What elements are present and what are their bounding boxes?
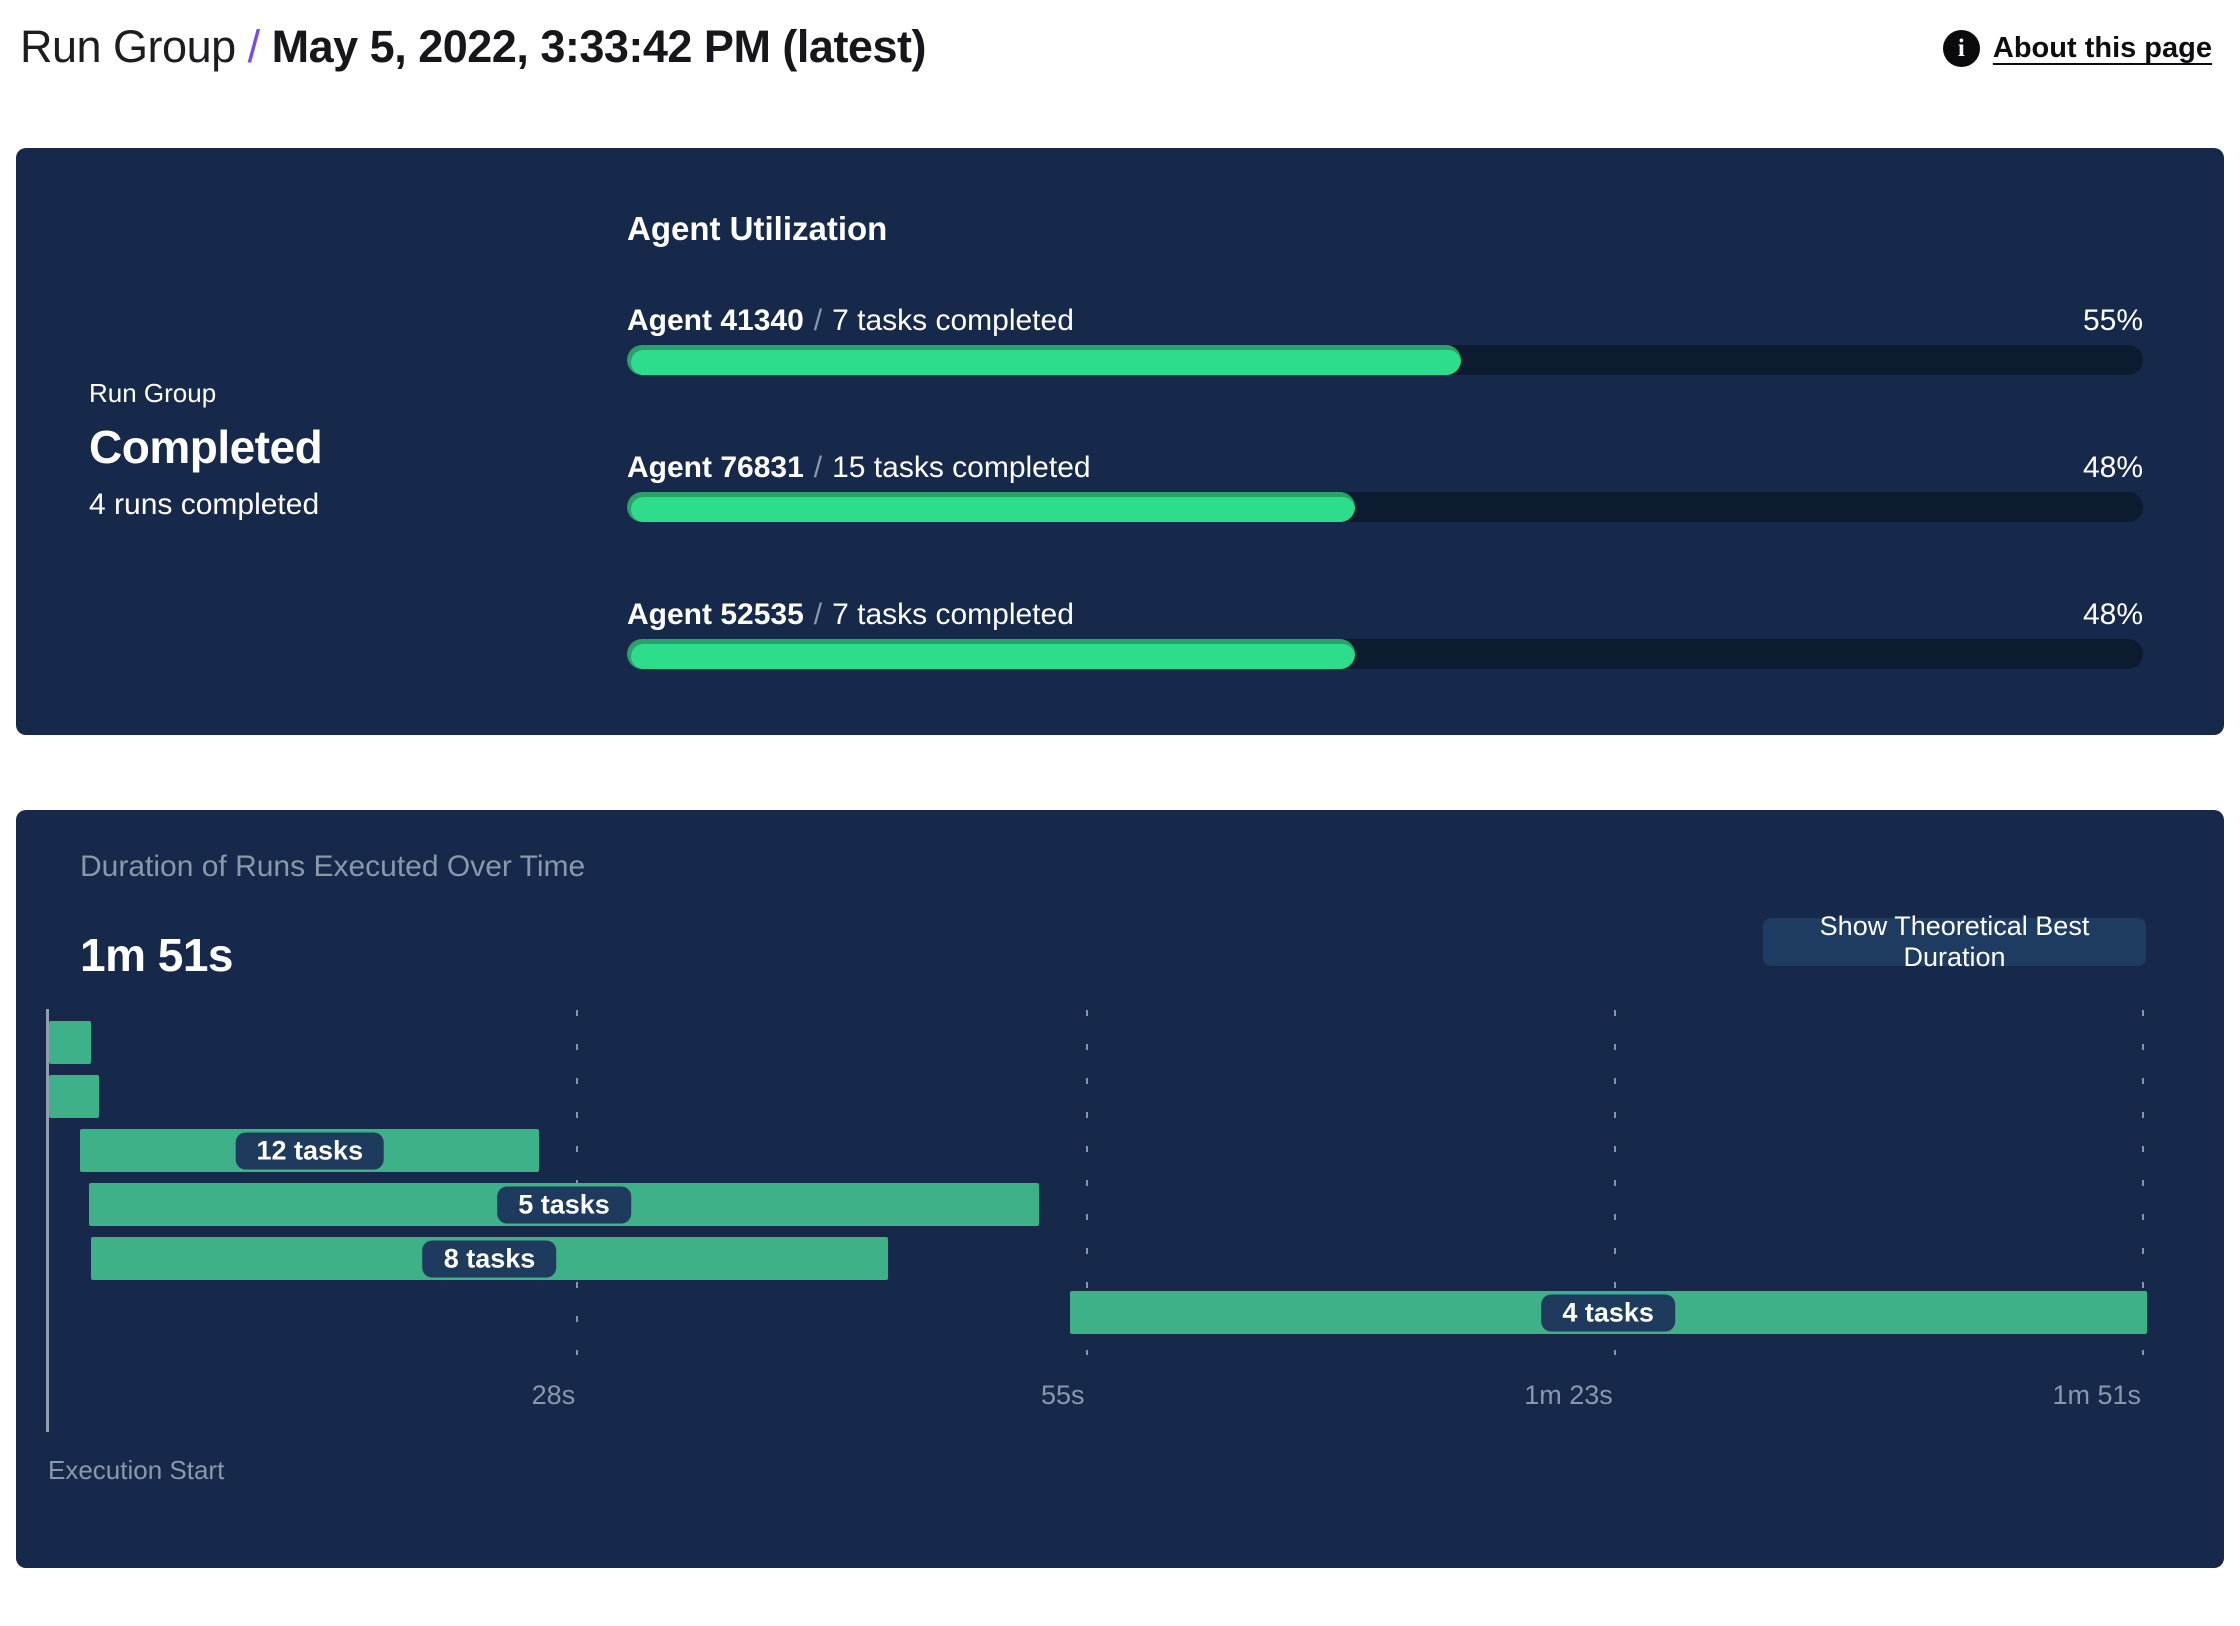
agent-progress-track [627, 345, 2143, 375]
run-timestamp-title: May 5, 2022, 3:33:42 PM (latest) [271, 21, 927, 72]
about-this-page-label: About this page [1992, 32, 2212, 64]
task-count-pill: 12 tasks [235, 1132, 385, 1169]
x-tick-label: 55s [1041, 1380, 1085, 1410]
run-group-status: Completed [89, 421, 323, 473]
x-gridline [1613, 1010, 1616, 1355]
gantt-run-bar[interactable]: 8 tasks [90, 1237, 889, 1280]
gantt-run-bar[interactable]: 5 tasks [88, 1183, 1040, 1226]
run-group-summary-panel: Run Group Completed 4 runs completed Age… [16, 148, 2224, 735]
x-gridline [1085, 1010, 1088, 1355]
duration-panel: Duration of Runs Executed Over Time 1m 5… [16, 810, 2224, 1568]
gantt-run-bar[interactable]: 4 tasks [1069, 1291, 2147, 1334]
gantt-run-bar[interactable] [49, 1021, 91, 1064]
agent-utilization-row: Agent 76831/15 tasks completed 48% [627, 450, 2143, 560]
agent-percent: 48% [2082, 598, 2143, 631]
x-gridline [576, 1010, 579, 1355]
duration-panel-title: Duration of Runs Executed Over Time [80, 850, 586, 883]
task-count-pill: 4 tasks [1541, 1294, 1675, 1331]
run-group-label: Run Group [89, 378, 217, 408]
agent-label: Agent 52535/7 tasks completed [627, 598, 1074, 631]
page-title: Run Group / May 5, 2022, 3:33:42 PM (lates… [20, 16, 926, 78]
agent-label: Agent 41340/7 tasks completed [627, 304, 1074, 337]
info-icon: i [1942, 30, 1980, 67]
agent-utilization-section: Agent Utilization Agent 41340/7 tasks co… [627, 148, 2143, 735]
agent-progress-track [627, 639, 2143, 669]
gantt-run-bar[interactable] [49, 1075, 99, 1118]
x-gridline [2142, 1010, 2144, 1355]
agent-percent: 48% [2082, 451, 2143, 484]
breadcrumb-run-group[interactable]: Run Group [20, 21, 236, 72]
execution-start-label: Execution Start [48, 1455, 225, 1485]
agent-utilization-title: Agent Utilization [627, 210, 888, 247]
task-count-pill: 8 tasks [422, 1240, 557, 1277]
total-duration-value: 1m 51s [80, 929, 234, 981]
agent-utilization-row: Agent 41340/7 tasks completed 55% [627, 303, 2143, 413]
execution-start-axis-line [46, 1009, 49, 1432]
gantt-run-bar[interactable]: 12 tasks [80, 1129, 540, 1172]
top-bar: Run Group / May 5, 2022, 3:33:42 PM (lates… [0, 0, 2240, 110]
x-tick-label: 28s [531, 1380, 576, 1410]
agent-percent: 55% [2082, 304, 2143, 337]
agent-utilization-row: Agent 52535/7 tasks completed 48% [627, 597, 2143, 707]
agent-label: Agent 76831/15 tasks completed [627, 451, 1091, 484]
task-count-pill: 5 tasks [497, 1186, 631, 1223]
agent-progress-fill [627, 345, 1461, 375]
agent-progress-fill [627, 492, 1355, 522]
about-this-page-link[interactable]: i About this page [1942, 30, 2212, 67]
x-tick-label: 1m 23s [1524, 1380, 1613, 1410]
x-tick-label: 1m 51s [2052, 1380, 2141, 1410]
breadcrumb-separator: / [247, 21, 261, 72]
agent-progress-track [627, 492, 2143, 522]
gantt-plot: 28s 55s 1m 23s 1m 51s 12 tasks 5 tasks 8 tasks… [16, 810, 2224, 1568]
runs-completed-text: 4 runs completed [89, 488, 320, 521]
agent-progress-fill [627, 639, 1355, 669]
